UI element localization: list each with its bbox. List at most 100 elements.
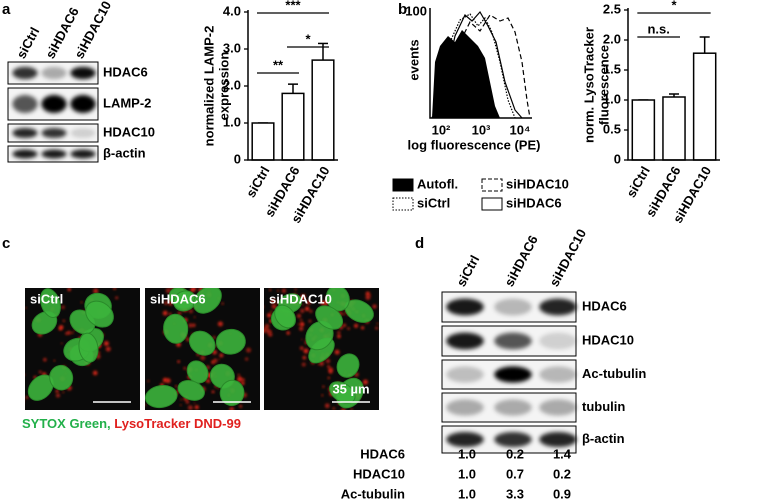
lysosome [55, 389, 59, 393]
band [12, 95, 38, 113]
lane-label: siCtrl [453, 253, 482, 289]
legend-swatch [481, 178, 503, 192]
lane-label: siHDAC6 [501, 233, 540, 289]
lysosome [177, 360, 180, 363]
scale-bar-label: 35 µm [332, 381, 369, 396]
nucleus [177, 380, 205, 401]
band [494, 332, 532, 350]
x-axis-label: log fluorescence (PE) [408, 137, 541, 152]
significance-label: ** [273, 57, 284, 72]
lysosome [23, 400, 25, 402]
row-label: LAMP-2 [103, 95, 151, 110]
lysosome [325, 358, 331, 364]
lysosome [193, 402, 196, 404]
lysosome [173, 283, 176, 286]
lysosome [337, 334, 341, 339]
lysosome [179, 404, 182, 407]
lysosome [365, 291, 371, 297]
lysosome [343, 313, 346, 316]
lysosome [299, 326, 304, 331]
lysosome [25, 374, 26, 376]
lysosome [265, 328, 271, 334]
significance-label: n.s. [647, 21, 669, 36]
lysosome [300, 322, 304, 326]
lysosome [270, 310, 273, 313]
lysosome [317, 363, 320, 366]
axis [429, 8, 532, 119]
band [446, 332, 484, 350]
bar [251, 122, 275, 161]
quant-value: 1.0 [458, 466, 476, 481]
lysosome [301, 294, 306, 299]
panel-label: a [2, 1, 11, 18]
lysosome [286, 331, 290, 335]
lysosome [245, 357, 249, 361]
lysosome [269, 288, 272, 292]
lane-label: siHDAC10 [546, 226, 589, 289]
lysosome [188, 309, 193, 314]
lysosome [294, 288, 297, 291]
band [494, 431, 532, 448]
y-tick-label: 2.0 [223, 77, 241, 92]
lysosome [337, 331, 341, 335]
row-label: β-actin [103, 145, 146, 160]
band [446, 431, 484, 448]
significance-label: *** [285, 0, 301, 12]
lysosome [60, 342, 63, 345]
lysosome [334, 349, 340, 355]
quant-row-label: HDAC10 [353, 466, 405, 481]
y-tick-label: 3.0 [223, 40, 241, 55]
lysosome [71, 331, 74, 334]
band [70, 66, 96, 80]
nucleus [219, 379, 245, 407]
quant-value: 0.7 [506, 466, 524, 481]
row-label: HDAC6 [582, 298, 627, 313]
lysosome [372, 304, 377, 309]
x-tick-label: siCtrl [243, 164, 273, 200]
lysosome [342, 323, 347, 327]
band [494, 399, 532, 416]
lysosome [324, 403, 330, 409]
row-label: HDAC10 [103, 124, 155, 139]
histogram-sictrl [431, 13, 516, 119]
lysosome [56, 393, 60, 398]
y-tick-label: 0.5 [603, 121, 621, 136]
band [446, 399, 484, 416]
x-tick-label: 10⁴ [510, 122, 531, 137]
significance-label: * [305, 31, 311, 46]
lysosome [195, 280, 199, 284]
band [41, 127, 67, 139]
nucleus [336, 353, 360, 378]
lysosome [113, 288, 116, 290]
lysosome [300, 308, 305, 313]
quant-value: 0.2 [553, 466, 571, 481]
lysosome [241, 378, 245, 382]
lysosome [188, 323, 193, 328]
lysosome [186, 337, 190, 342]
lysosome [193, 282, 196, 285]
lysosome [193, 316, 196, 319]
x-tick-label: siCtrl [623, 164, 653, 200]
panel-label: c [2, 235, 10, 252]
lysosome [219, 353, 224, 358]
micrograph [264, 288, 379, 410]
lysosome [362, 379, 369, 385]
row-label: tubulin [582, 399, 625, 414]
histogram-sihdac10 [439, 14, 531, 119]
micrograph [145, 280, 260, 410]
nucleus [49, 364, 74, 391]
bar [281, 92, 305, 161]
nucleus [188, 330, 216, 356]
lysosome [321, 394, 324, 397]
band [41, 149, 67, 159]
lysosome [145, 403, 147, 406]
lysosome [168, 302, 173, 306]
lysosome [92, 370, 98, 376]
histogram-sihdac6 [435, 10, 523, 119]
lysosome [67, 288, 71, 292]
band [70, 149, 96, 159]
nucleus [163, 313, 189, 344]
bar [662, 96, 686, 161]
lane-label: siCtrl [13, 25, 42, 61]
